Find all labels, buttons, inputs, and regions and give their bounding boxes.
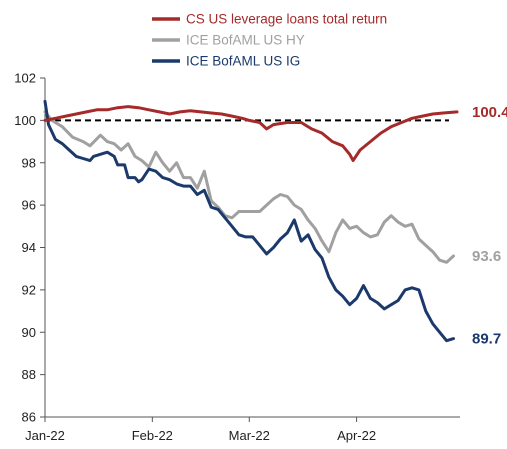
end-label-ice-bofaml-us-ig: 89.7 — [472, 331, 501, 348]
y-axis: 86 88 90 92 94 96 98 100 102 — [14, 71, 46, 425]
y-tick-label: 100 — [14, 113, 36, 128]
legend-label: ICE BofAML US HY — [186, 33, 305, 48]
y-tick-label: 90 — [22, 325, 36, 340]
x-tick-label: Jan-22 — [25, 428, 65, 443]
end-labels: 93.6 89.7 100.4 — [472, 104, 507, 348]
y-tick-label: 98 — [22, 155, 36, 170]
y-tick-label: 88 — [22, 367, 36, 382]
end-label-cs-us-leverage-loans-total-return: 100.4 — [472, 104, 507, 121]
series-line-ice-bofaml-us-ig — [43, 99, 455, 343]
y-tick-label: 96 — [22, 198, 36, 213]
end-label-ice-bofaml-us-hy: 93.6 — [472, 248, 501, 265]
series-group — [43, 99, 459, 343]
legend-label: ICE BofAML US IG — [186, 54, 300, 69]
x-tick-label: Mar-22 — [229, 428, 270, 443]
series-line-ice-bofaml-us-hy — [43, 110, 455, 264]
series-line-cs-us-leverage-loans-total-return — [43, 105, 459, 163]
x-tick-label: Feb-22 — [132, 428, 173, 443]
y-tick-label: 94 — [22, 240, 36, 255]
y-tick-label: 92 — [22, 282, 36, 297]
legend: CS US leverage loans total return ICE Bof… — [152, 12, 387, 69]
y-tick-label: 102 — [14, 71, 36, 86]
y-tick-label: 86 — [22, 410, 36, 425]
x-tick-label: Apr-22 — [337, 428, 376, 443]
legend-label: CS US leverage loans total return — [186, 12, 387, 27]
x-axis: Jan-22 Feb-22 Mar-22 Apr-22 — [25, 416, 460, 443]
